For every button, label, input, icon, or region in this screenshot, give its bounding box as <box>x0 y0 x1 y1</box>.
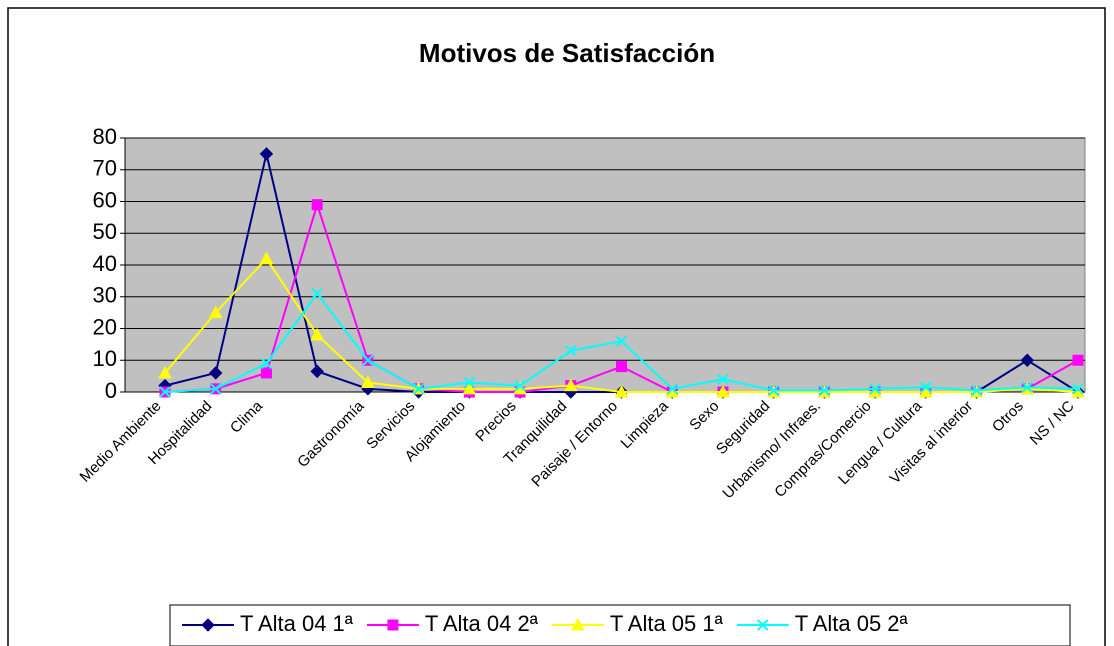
marker <box>614 384 629 398</box>
marker <box>514 379 526 392</box>
marker <box>1020 353 1034 367</box>
y-tick-label: 60 <box>93 187 117 212</box>
y-tick-label: 10 <box>93 346 117 371</box>
marker <box>310 364 324 379</box>
y-tick-label: 80 <box>93 124 117 149</box>
marker <box>158 365 172 379</box>
marker <box>210 383 222 395</box>
marker <box>767 384 780 397</box>
marker <box>259 147 274 161</box>
marker <box>757 619 769 631</box>
legend-label: T Alta 05 1ª <box>610 611 724 636</box>
legend: T Alta 04 1ª T Alta 04 2ª T Alta 05 1ª T Al… <box>169 604 1071 646</box>
marker <box>869 383 881 395</box>
marker <box>361 375 375 388</box>
marker <box>311 199 323 211</box>
marker <box>412 383 425 395</box>
marker <box>920 381 932 393</box>
marker <box>565 345 577 357</box>
marker <box>310 327 325 341</box>
marker <box>717 373 729 386</box>
y-tick-label: 40 <box>93 251 117 276</box>
marker <box>716 384 730 398</box>
marker <box>970 384 983 397</box>
marker <box>818 384 831 397</box>
marker <box>209 366 223 380</box>
marker <box>462 381 477 395</box>
legend-label: T Alta 05 2ª <box>795 611 909 636</box>
y-tick-label: 0 <box>105 378 117 403</box>
marker <box>159 386 171 398</box>
y-tick-label: 70 <box>93 156 117 181</box>
y-tick-label: 50 <box>93 219 117 244</box>
marker <box>201 618 215 632</box>
y-tick-label: 20 <box>93 314 117 339</box>
marker <box>1021 381 1033 393</box>
marker <box>571 617 585 631</box>
marker <box>615 335 628 347</box>
marker <box>387 619 399 631</box>
marker <box>208 305 223 319</box>
marker <box>463 376 476 389</box>
marker <box>616 361 627 373</box>
marker <box>362 354 374 366</box>
legend-label: T Alta 04 1ª <box>240 611 354 636</box>
legend-label: T Alta 04 2ª <box>425 611 539 636</box>
marker <box>259 251 274 265</box>
marker <box>1072 354 1084 366</box>
marker <box>260 357 273 370</box>
marker <box>563 378 578 392</box>
chart-title: Motivos de Satisfacción <box>419 38 715 68</box>
marker <box>260 367 272 379</box>
y-tick-label: 30 <box>93 283 117 308</box>
marker <box>311 287 323 300</box>
legend-box <box>169 604 1071 646</box>
marker <box>666 383 678 395</box>
marker <box>1072 383 1084 395</box>
